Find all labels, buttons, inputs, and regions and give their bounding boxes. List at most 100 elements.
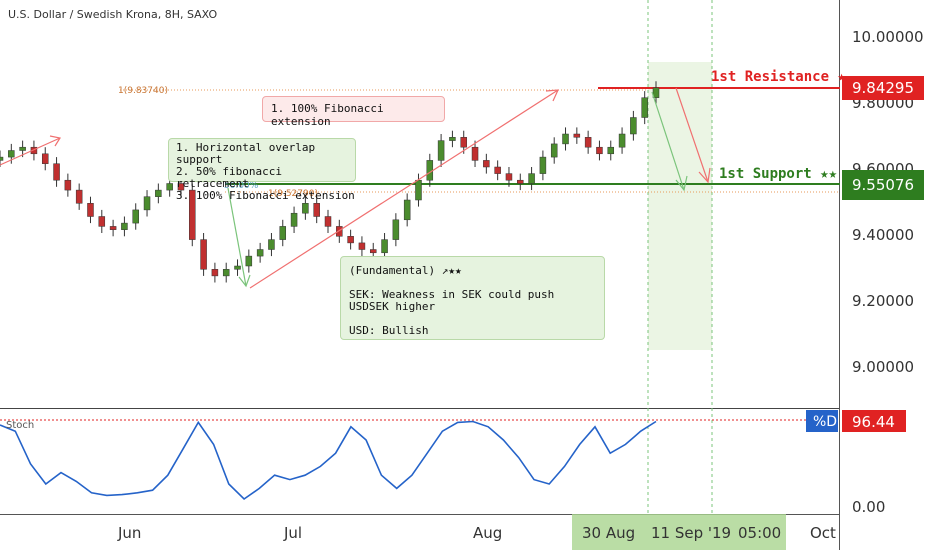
candle-body: [64, 179, 72, 191]
candle-body: [41, 153, 49, 164]
candle-body: [222, 269, 230, 277]
candle-body: [607, 146, 615, 155]
candle-body: [155, 189, 162, 197]
candle-body: [109, 226, 117, 230]
fundamental-usd: USD: Bullish: [349, 324, 429, 337]
price-tick: 10.00000: [852, 28, 924, 46]
retrace-arrow-head: [238, 274, 251, 288]
time-label: Oct: [810, 524, 836, 542]
price-tick: 9.00000: [852, 358, 914, 376]
trend-arrows: [0, 87, 711, 289]
upswing-arrow-left: [0, 137, 61, 166]
candle-body: [426, 160, 434, 181]
candle-body: [0, 156, 4, 161]
candle-body: [652, 87, 660, 98]
time-highlight-label: 05:00: [738, 524, 781, 542]
price-tick: 9.20000: [852, 292, 914, 310]
candle-body: [437, 140, 445, 161]
candle-body: [358, 242, 366, 250]
stoch-line: [0, 420, 657, 501]
candle-body: [347, 236, 354, 244]
down-arrow-green: [651, 91, 685, 191]
stoch-value: 96.44: [852, 413, 895, 431]
support-label: 1st Support ★★: [719, 166, 838, 182]
support-reasons-note: 1. Horizontal overlap support 2. 50% fib…: [168, 138, 356, 202]
time-label: Aug: [473, 524, 502, 542]
price-tick: 9.40000: [852, 226, 914, 244]
candle-body: [369, 249, 377, 254]
candle-body: [403, 199, 411, 221]
time-highlight-label: 30 Aug: [582, 524, 635, 542]
support-reason: 1. Horizontal overlap support: [176, 141, 316, 166]
fib-retrace-label: 50.00%: [224, 181, 259, 191]
candle-body: [189, 189, 196, 240]
support-reason: 3. 100% Fibonacci extension: [176, 189, 355, 202]
candle-body: [596, 146, 603, 155]
candle-body: [483, 160, 490, 168]
candle-body: [460, 137, 467, 148]
candle-body: [562, 133, 569, 145]
candle-body: [302, 203, 309, 214]
price-axis: 10.00000 9.80000 9.60000 9.40000 9.20000…: [852, 28, 924, 516]
support-price-tag: 9.55076: [842, 170, 924, 200]
candle-body: [53, 163, 60, 181]
candle-body: [550, 143, 558, 158]
candle-body: [336, 226, 343, 237]
candle-body: [132, 209, 139, 224]
time-label: Jul: [283, 524, 302, 542]
candle-body: [313, 203, 320, 217]
fib-ext-arrow-head: [545, 89, 559, 102]
fib-ext-label: 1(9.83740): [118, 86, 168, 96]
candle-body: [98, 216, 106, 227]
down-arrow-red-head: [698, 167, 711, 184]
candle-body: [449, 137, 456, 141]
resistance-label: 1st Resistance ★: [711, 69, 846, 85]
time-label: Jun: [117, 524, 141, 542]
candle-body: [8, 150, 15, 158]
candle-body: [87, 203, 94, 217]
resistance-price-tag: 9.84295: [842, 76, 924, 100]
candle-body: [121, 222, 128, 230]
candle-body: [268, 239, 275, 250]
candle-body: [234, 265, 241, 270]
fib-extension-note: 1. 100% Fibonacci extension: [262, 96, 445, 128]
candle-body: [19, 146, 26, 151]
stoch-value-tag: [842, 410, 906, 432]
fundamental-sek: SEK: Weakness in SEK could push USDSEK h…: [349, 288, 555, 313]
candle-body: [528, 173, 535, 184]
candle-body: [392, 219, 400, 240]
down-arrow-green-head: [675, 175, 688, 192]
projection-zone: [648, 62, 712, 350]
fib-ext-arrow: [249, 89, 559, 289]
candle-body: [324, 216, 332, 227]
fundamental-note: (Fundamental) ↗★★ SEK: Weakness in SEK c…: [340, 256, 605, 340]
stoch-d-label: %D: [813, 414, 837, 430]
candle-body: [573, 133, 581, 138]
down-arrow-red: [675, 87, 709, 183]
candle-body: [517, 179, 524, 184]
time-highlight-label: 11 Sep '19: [651, 524, 731, 542]
candle-body: [505, 173, 513, 181]
candle-body: [256, 249, 264, 257]
upswing-arrow-head-left: [49, 135, 61, 147]
candle-body: [177, 183, 185, 191]
candle-body: [630, 117, 637, 135]
candle-body: [245, 255, 253, 267]
candle-body: [75, 189, 83, 204]
chart-title: U.S. Dollar / Swedish Krona, 8H, SAXO: [8, 8, 218, 21]
fundamental-title: (Fundamental) ↗★★: [349, 264, 462, 277]
candlestick-series: [0, 81, 660, 283]
candle-body: [415, 179, 422, 201]
candle-body: [200, 239, 207, 270]
candle-body: [618, 133, 626, 148]
candle-body: [290, 212, 298, 227]
candle-body: [166, 183, 173, 191]
fib-sup-label: 1(9.52790): [268, 189, 318, 199]
candle-body: [641, 97, 648, 118]
candle-body: [381, 239, 388, 254]
stoch-name: Stoch: [6, 420, 34, 431]
candle-body: [211, 269, 219, 277]
support-reason: 2. 50% fibonacci retracement: [176, 165, 282, 190]
time-highlight: [572, 514, 786, 550]
